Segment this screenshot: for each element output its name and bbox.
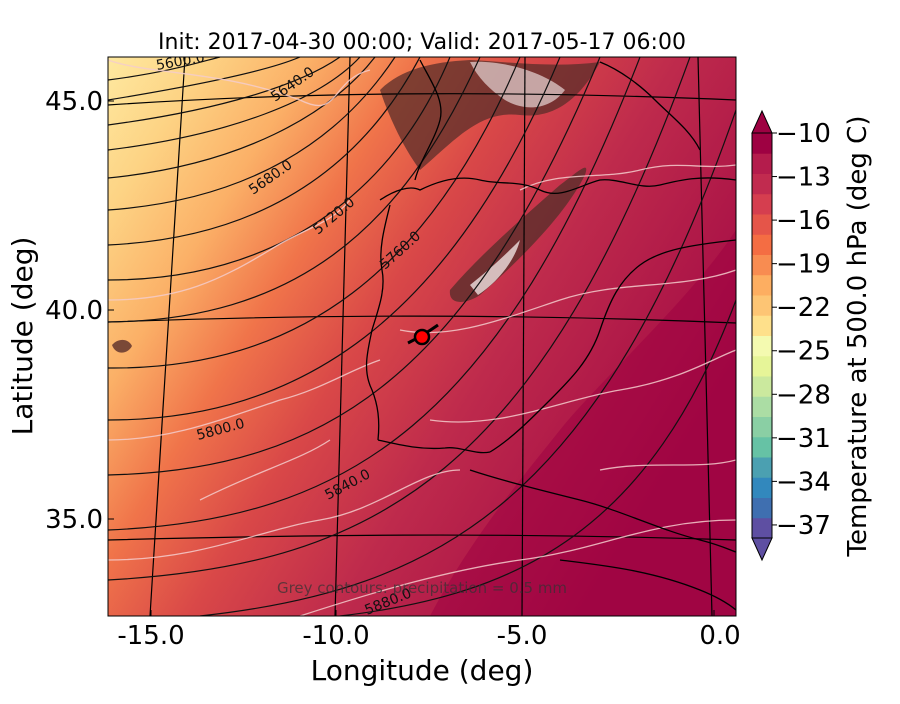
x-axis-label: Longitude (deg) (311, 654, 534, 687)
colorbar-tick-label: −13 (776, 163, 831, 193)
colorbar-tick-label: −37 (776, 511, 831, 541)
x-axis: -15.0 -10.0 -5.0 0.0 (117, 610, 741, 651)
warm-region (430, 230, 736, 616)
colorbar-segment (752, 497, 772, 519)
colorbar-segment (752, 193, 772, 215)
colorbar-segment (752, 295, 772, 316)
precipitation-annotation: Grey contours: precipitation = 0.5 mm (277, 579, 567, 597)
colorbar-segment (752, 153, 772, 174)
colorbar-segment (752, 355, 772, 377)
y-tick-label: 35.0 (45, 505, 103, 535)
colorbar-segment (752, 254, 772, 276)
colorbar-tick-label: −22 (776, 293, 831, 323)
colorbar-segment (752, 274, 772, 296)
colorbar-segment (752, 214, 772, 235)
coastlines (365, 59, 736, 611)
colorbar-segment (752, 396, 772, 417)
colorbar-segment (752, 133, 772, 154)
colorbar-segment (752, 477, 772, 498)
colorbar-frame (751, 132, 773, 539)
graticule (108, 57, 736, 616)
colorbar-extend-min (751, 537, 773, 562)
x-tick-label: -15.0 (117, 621, 184, 651)
y-tick-label: 45.0 (45, 87, 103, 117)
colorbar-extend-max (751, 109, 773, 134)
colorbar-segment (752, 315, 772, 336)
colorbar-segment (752, 436, 772, 458)
colorbar-tick-label: −19 (776, 250, 831, 280)
colorbar-label: Temperature at 500.0 hPa (deg C) (843, 116, 873, 558)
colorbar-ticks: −10 −13 −16 −19 −22 −25 −28 −31 −34 −37 (772, 119, 831, 541)
colorbar-tick-label: −16 (776, 206, 831, 236)
colorbar-segment (752, 517, 772, 539)
colorbar-tick-label: −28 (776, 380, 831, 410)
plot-frame (107, 56, 737, 617)
colorbar-segment (752, 416, 772, 438)
colorbar-segment (752, 335, 772, 357)
colorbar-tick-label: −34 (776, 467, 831, 497)
colorbar-segment (752, 173, 772, 195)
x-tick-label: -10.0 (302, 621, 369, 651)
x-tick-label: -5.0 (497, 621, 548, 651)
colorbar (751, 109, 773, 562)
colorbar-segment (752, 234, 772, 255)
colorbar-segment (752, 376, 772, 397)
colorbar-tick-label: −10 (776, 119, 831, 149)
y-tick-label: 40.0 (45, 296, 103, 326)
y-axis: 45.0 40.0 35.0 (45, 87, 114, 535)
colorbar-tick-label: −25 (776, 337, 831, 367)
height-contours (108, 57, 736, 616)
colorbar-tick-label: −31 (776, 424, 831, 454)
map-plot-area: 5600.0 5640.0 5680.0 5720.0 5760.0 5800.… (108, 57, 736, 616)
location-marker (407, 323, 439, 346)
plot-title: Init: 2017-04-30 00:00; Valid: 2017-05-1… (158, 30, 686, 55)
x-tick-label: 0.0 (699, 621, 740, 651)
colorbar-segment (752, 457, 772, 478)
y-axis-label: Latitude (deg) (6, 237, 39, 436)
marker-dot (413, 328, 431, 346)
